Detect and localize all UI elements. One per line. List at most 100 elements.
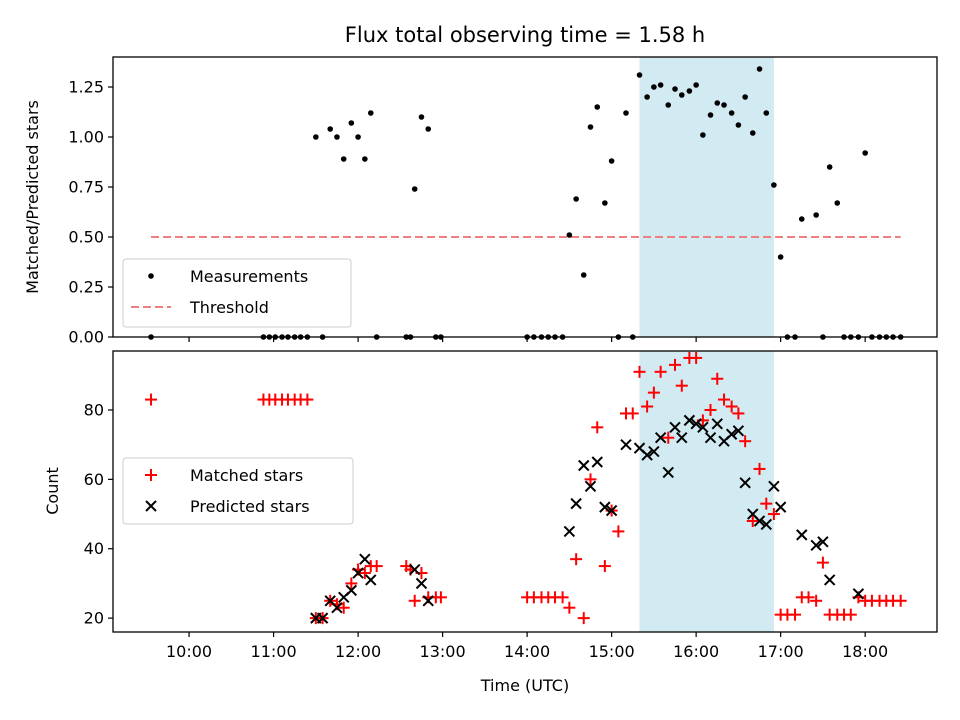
measurement-point	[602, 200, 608, 206]
matched-star-point	[633, 365, 646, 378]
matched-star-point	[675, 379, 688, 392]
predicted-star-point	[570, 497, 582, 510]
matched-star-point	[337, 601, 350, 614]
matched-star-point	[641, 400, 654, 413]
predicted-star-point	[662, 466, 674, 479]
matched-star-point	[725, 400, 738, 413]
predicted-star-point	[584, 480, 597, 493]
matched-star-point	[767, 508, 780, 521]
measurement-point	[777, 254, 784, 260]
measurement-point	[355, 134, 361, 140]
ratio-y-tick-label: 0.75	[68, 178, 104, 197]
measurement-point	[657, 82, 664, 88]
predicted-star-point	[810, 539, 822, 551]
count-legend-box	[122, 457, 354, 525]
measurement-point	[665, 102, 672, 108]
ratio-y-tick-label: 0.50	[68, 228, 104, 247]
measurement-point	[798, 216, 805, 222]
predicted-star-point	[669, 421, 681, 434]
measurement-point	[348, 120, 355, 126]
predicted-star-point	[654, 432, 667, 444]
count-panel-frame	[112, 350, 938, 633]
predicted-star-point	[578, 459, 590, 472]
predicted-star-point	[599, 501, 611, 513]
measurement-point	[735, 122, 742, 128]
count-panel: 20 40 60 80 10:00 11:00 12:00 13:00 14:00 15:00 1…	[43, 350, 938, 695]
measurement-point	[686, 88, 693, 94]
count-x-tick-label: 13:00	[420, 642, 466, 661]
matched-star-point	[746, 514, 759, 527]
predicted-star-point	[697, 421, 709, 434]
measurement-point	[425, 126, 432, 132]
measurement-point	[721, 102, 727, 108]
measurement-point	[580, 272, 587, 278]
measurement-point	[771, 182, 777, 188]
ratio-y-tick-label: 0.25	[68, 278, 104, 297]
predicted-star-point	[760, 518, 772, 531]
legend-label-predicted: Predicted stars	[190, 497, 310, 516]
matched-star-point	[690, 351, 703, 364]
matched-star-point	[563, 601, 576, 614]
predicted-star-point	[852, 588, 865, 600]
measurement-point	[756, 66, 763, 72]
matched-star-point	[358, 567, 371, 580]
ratio-panel-frame	[112, 56, 938, 338]
predicted-star-point	[591, 456, 603, 468]
matched-star-point	[789, 608, 802, 621]
measurement-point	[594, 104, 601, 110]
predicted-star-point	[690, 418, 702, 430]
matched-star-point	[577, 612, 590, 625]
predicted-star-point	[704, 432, 717, 444]
predicted-star-point	[739, 477, 751, 489]
measurement-point	[623, 110, 629, 116]
matched-star-point	[301, 393, 314, 406]
predicted-star-point	[641, 449, 653, 461]
count-y-tick-label: 20	[84, 609, 104, 628]
measurement-point	[418, 114, 425, 120]
matched-star-point	[556, 591, 569, 604]
legend-x-marker	[145, 500, 157, 512]
measurement-point	[714, 100, 721, 106]
measurement-point	[707, 112, 714, 118]
measurement-point	[826, 164, 833, 170]
ratio-y-axis-label: Matched/Predicted stars	[23, 100, 42, 294]
measurement-point	[636, 72, 643, 78]
measurement-point	[566, 232, 573, 238]
count-x-tick-label: 10:00	[166, 642, 212, 661]
predicted-star-point	[620, 438, 632, 451]
matched-star-point	[654, 365, 667, 378]
count-x-tick-label: 14:00	[504, 642, 550, 661]
matched-star-point	[647, 386, 660, 399]
legend-label-matched: Matched stars	[190, 466, 303, 485]
predicted-star-point	[563, 525, 576, 538]
predicted-star-point	[732, 425, 745, 437]
matched-star-point	[145, 393, 158, 406]
predicted-star-point	[648, 445, 660, 458]
measurement-point	[749, 130, 756, 136]
predicted-star-point	[676, 432, 688, 444]
measurement-point	[334, 134, 340, 140]
measurement-point	[362, 156, 368, 162]
measurement-point	[693, 82, 699, 88]
count-y-tick-label: 80	[84, 400, 104, 419]
x-axis-label: Time (UTC)	[480, 676, 569, 695]
observing-window-span	[639, 57, 774, 337]
predicted-star-point	[345, 584, 358, 597]
measurement-point	[367, 110, 374, 116]
matched-star-point	[739, 435, 752, 448]
matched-star-point	[434, 591, 447, 604]
predicted-star-point	[409, 563, 421, 576]
predicted-star-point	[823, 574, 836, 586]
matched-star-point	[626, 407, 639, 420]
ratio-y-tick-label: 0.00	[68, 328, 104, 347]
matched-star-point	[408, 594, 421, 607]
predicted-star-point	[359, 553, 371, 565]
matched-star-point	[753, 462, 766, 475]
measurement-point	[862, 150, 868, 156]
count-x-tick-label: 12:00	[335, 642, 381, 661]
measurement-point	[327, 126, 333, 132]
matched-star-point	[662, 431, 675, 444]
predicted-star-point	[725, 428, 738, 440]
predicted-star-point	[605, 504, 618, 517]
